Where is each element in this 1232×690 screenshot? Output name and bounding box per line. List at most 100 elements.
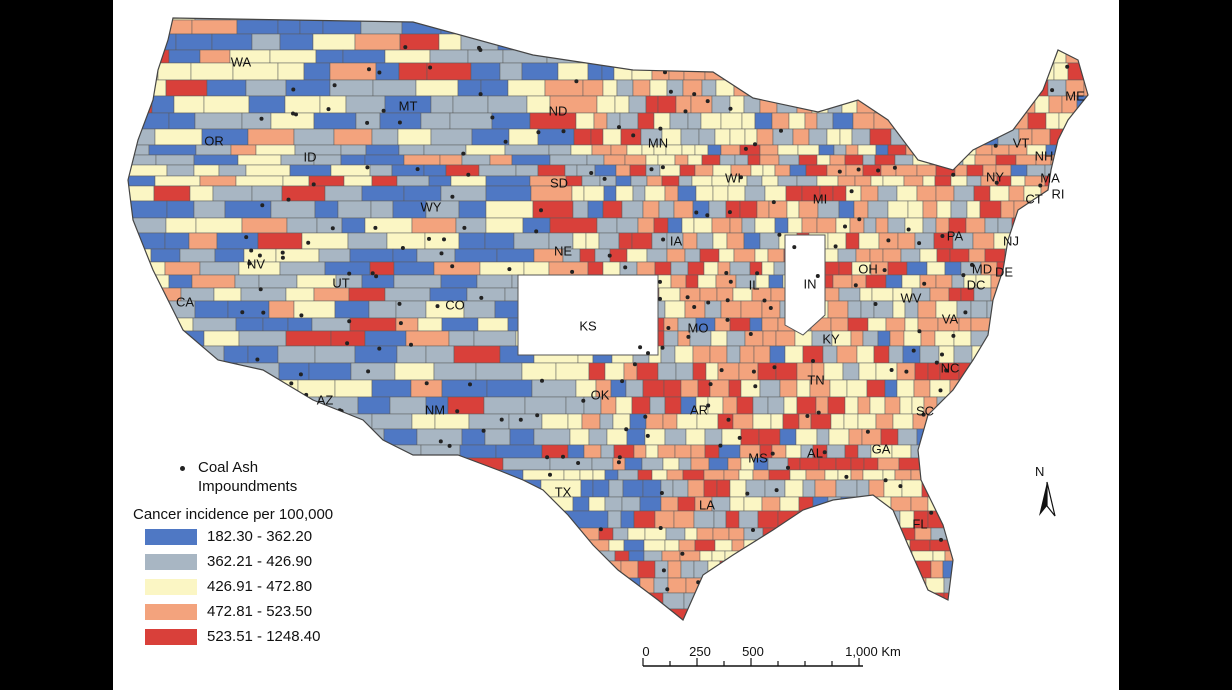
impoundment-dot (660, 345, 665, 350)
impoundment-dot (712, 576, 717, 581)
county-cell (691, 175, 713, 187)
county-cell (917, 317, 939, 332)
county-cell (986, 95, 1002, 114)
impoundment-dot (456, 597, 461, 602)
impoundment-dot (624, 427, 629, 432)
county-cell (1079, 396, 1088, 415)
county-cell (792, 128, 810, 146)
county-cell (780, 33, 800, 51)
county-cell (877, 457, 900, 471)
county-cell (743, 577, 758, 594)
county-cell (837, 248, 857, 263)
county-cell (637, 112, 655, 130)
county-cell (914, 232, 935, 250)
county-cell (784, 345, 804, 364)
impoundment-dot (1013, 375, 1018, 380)
county-cell (626, 144, 643, 156)
county-cell (973, 185, 991, 202)
state-label-ne: NE (553, 243, 573, 259)
county-cell (845, 232, 860, 250)
county-cell (772, 128, 794, 146)
county-cell (896, 185, 918, 202)
county-cell (1004, 248, 1022, 263)
county-cell (789, 18, 812, 21)
county-cell (831, 608, 852, 620)
county-cell (403, 479, 446, 498)
county-cell (509, 428, 535, 446)
county-cell (916, 33, 937, 51)
county-cell (565, 175, 583, 187)
county-cell (835, 479, 858, 498)
county-cell (855, 248, 871, 263)
county-cell (895, 79, 913, 97)
state-label-ct: CT (1025, 191, 1043, 207)
county-cell (411, 217, 457, 234)
county-cell (560, 510, 609, 529)
county-cell (525, 527, 553, 541)
impoundment-dot (298, 372, 303, 377)
county-cell (662, 19, 683, 35)
county-cell (602, 128, 622, 146)
impoundment-dot (973, 565, 978, 569)
impoundment-dot (816, 410, 821, 415)
county-cell (1102, 429, 1119, 445)
county-cell (128, 413, 164, 430)
county-cell (911, 112, 927, 130)
impoundment-dot (419, 563, 424, 568)
state-label-ri: RI (1051, 186, 1065, 202)
impoundment-dot (762, 298, 767, 303)
county-cell (830, 317, 849, 332)
county-cell (128, 396, 149, 415)
county-cell (687, 112, 702, 130)
county-cell (703, 469, 725, 481)
county-cell (1030, 300, 1046, 319)
county-cell (364, 154, 405, 166)
county-cell (594, 577, 613, 594)
county-cell (523, 608, 551, 620)
county-cell (848, 527, 866, 541)
county-cell (476, 274, 513, 289)
impoundment-dot (737, 435, 742, 440)
county-cell (1032, 18, 1054, 21)
county-cell (490, 527, 527, 541)
county-cell (919, 248, 938, 263)
impoundment-dot (403, 45, 408, 50)
county-cell (752, 413, 772, 430)
county-cell (651, 232, 668, 250)
county-cell (501, 560, 534, 579)
county-cell (863, 217, 877, 234)
county-cell (1093, 113, 1110, 129)
county-cell (1065, 300, 1085, 319)
county-cell (754, 550, 768, 562)
county-cell (1010, 175, 1026, 187)
county-cell (859, 577, 873, 594)
county-cell (962, 154, 976, 166)
county-cell (822, 345, 838, 364)
county-cell (662, 413, 678, 430)
county-cell (758, 592, 778, 610)
county-cell (816, 154, 831, 166)
county-cell (837, 175, 856, 187)
county-cell (828, 428, 850, 446)
county-cell (315, 49, 344, 64)
county-cell (579, 248, 596, 263)
county-cell (665, 144, 683, 156)
impoundment-dot (499, 534, 504, 539)
county-cell (857, 444, 872, 459)
impoundment-dot (705, 99, 710, 104)
county-cell (1081, 274, 1088, 289)
impoundment-dot (570, 269, 575, 274)
county-cell (903, 175, 924, 187)
impoundment-dot (832, 101, 836, 106)
county-cell (1041, 413, 1060, 430)
county-cell (465, 577, 500, 594)
map-frame: WA OR CA NV ID MT WY UT AZ CO NM ND SD NE KS OK TX MN IA MO… (113, 0, 1119, 690)
county-cell (218, 164, 247, 177)
impoundment-dot (966, 574, 971, 579)
county-cell (448, 330, 475, 347)
county-cell (1075, 362, 1088, 381)
county-cell (707, 560, 721, 579)
county-cell (729, 261, 751, 276)
county-cell (1094, 445, 1115, 458)
county-cell (1100, 176, 1114, 186)
